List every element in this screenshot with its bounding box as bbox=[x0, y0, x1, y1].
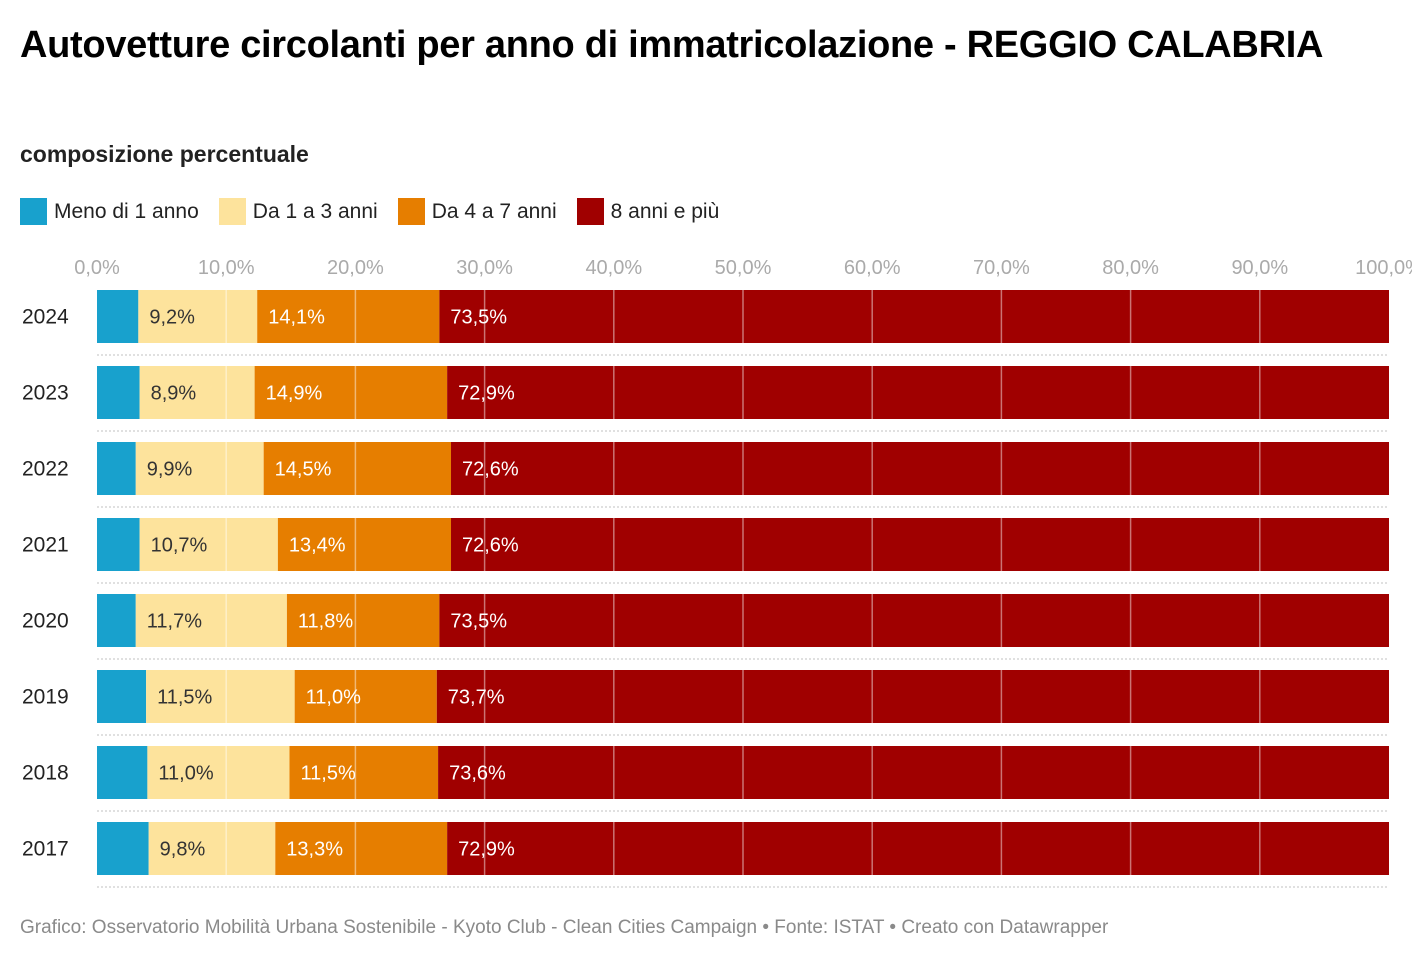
value-label: 11,0% bbox=[306, 687, 361, 709]
value-label: 14,9% bbox=[266, 383, 323, 405]
bar-segment bbox=[439, 290, 1389, 343]
bar-segment bbox=[447, 822, 1390, 875]
chart-title: Autovetture circolanti per anno di immat… bbox=[20, 24, 1324, 66]
category-label: 2020 bbox=[22, 610, 69, 633]
bar-segment bbox=[451, 518, 1389, 571]
value-label: 73,5% bbox=[450, 307, 507, 329]
category-label: 2023 bbox=[22, 382, 69, 405]
legend-label: Meno di 1 anno bbox=[54, 199, 199, 223]
bar-segment bbox=[97, 594, 136, 647]
value-label: 11,5% bbox=[157, 687, 212, 709]
category-label: 2019 bbox=[22, 686, 69, 709]
bar-segment bbox=[135, 442, 264, 495]
bar-segment bbox=[97, 366, 140, 419]
x-tick-label: 70,0% bbox=[973, 257, 1030, 279]
bar-segment bbox=[447, 366, 1390, 419]
bar-segment bbox=[97, 442, 136, 495]
bar-segment bbox=[97, 518, 140, 571]
bar-segment bbox=[438, 746, 1389, 799]
value-label: 73,5% bbox=[450, 611, 507, 633]
bar-segment bbox=[439, 594, 1389, 647]
value-label: 11,7% bbox=[147, 611, 202, 633]
bar-segment bbox=[263, 442, 452, 495]
value-label: 9,2% bbox=[149, 307, 195, 329]
bar-segment bbox=[147, 746, 290, 799]
legend-item-da-4-a-7-anni: Da 4 a 7 anni bbox=[397, 198, 557, 225]
x-tick-label: 0,0% bbox=[74, 257, 120, 279]
bar-segment bbox=[148, 822, 276, 875]
bar-segment bbox=[289, 746, 439, 799]
bar-segment bbox=[451, 442, 1389, 495]
value-label: 8,9% bbox=[151, 383, 197, 405]
legend-label: Da 4 a 7 anni bbox=[431, 199, 557, 223]
value-label: 11,8% bbox=[298, 611, 353, 633]
x-tick-label: 60,0% bbox=[844, 257, 901, 279]
category-label: 2018 bbox=[22, 762, 69, 785]
category-label: 2024 bbox=[22, 306, 69, 329]
bar-segment bbox=[286, 594, 440, 647]
bar-segment bbox=[146, 670, 295, 723]
chart-footer: Grafico: Osservatorio Mobilità Urbana So… bbox=[20, 917, 1109, 938]
bar-segment bbox=[97, 746, 148, 799]
bar-segment bbox=[138, 290, 258, 343]
chart-subtitle: composizione percentuale bbox=[20, 141, 309, 167]
x-tick-label: 10,0% bbox=[198, 257, 255, 279]
value-label: 72,9% bbox=[458, 839, 515, 861]
category-label: 2021 bbox=[22, 534, 69, 557]
legend-swatch bbox=[397, 198, 425, 225]
value-label: 73,7% bbox=[448, 687, 505, 709]
bar-segment bbox=[436, 670, 1389, 723]
stacked-bar-chart: 0,0% 10,0% 20,0% 30,0% 40,0% 50,0% 60,0% 70,0% 8… bbox=[22, 257, 1412, 888]
bar-segment bbox=[139, 366, 255, 419]
legend-item-meno-di-1-anno: Meno di 1 anno bbox=[20, 198, 199, 225]
value-label: 73,6% bbox=[449, 763, 506, 785]
legend-item-da-1-a-3-anni: Da 1 a 3 anni bbox=[218, 198, 378, 225]
value-label: 72,6% bbox=[462, 459, 519, 481]
category-label: 2017 bbox=[22, 838, 69, 861]
value-label: 10,7% bbox=[151, 535, 208, 557]
value-label: 13,3% bbox=[286, 839, 343, 861]
bar-segment bbox=[139, 518, 278, 571]
value-label: 11,5% bbox=[301, 763, 356, 785]
legend: Meno di 1 anno Da 1 a 3 anni Da 4 a 7 an… bbox=[20, 198, 739, 225]
bar-segment bbox=[254, 366, 448, 419]
x-tick-label: 20,0% bbox=[327, 257, 384, 279]
legend-label: 8 anni e più bbox=[610, 199, 720, 223]
x-tick-label: 90,0% bbox=[1231, 257, 1288, 279]
value-label: 14,5% bbox=[275, 459, 332, 481]
bar-segment bbox=[97, 290, 139, 343]
legend-swatch bbox=[20, 198, 47, 225]
category-label: 2022 bbox=[22, 458, 69, 481]
x-tick-label: 80,0% bbox=[1102, 257, 1159, 279]
value-label: 13,4% bbox=[289, 535, 346, 557]
value-label: 14,1% bbox=[268, 307, 325, 329]
value-label: 72,9% bbox=[458, 383, 515, 405]
value-label: 9,9% bbox=[147, 459, 193, 481]
bar-segment bbox=[135, 594, 287, 647]
value-label: 11,0% bbox=[158, 763, 213, 785]
x-tick-label: 30,0% bbox=[456, 257, 513, 279]
value-label: 72,6% bbox=[462, 535, 519, 557]
bar-segment bbox=[275, 822, 448, 875]
x-tick-label: 100,0% bbox=[1355, 257, 1412, 279]
legend-label: Da 1 a 3 anni bbox=[252, 199, 378, 223]
legend-swatch bbox=[218, 198, 246, 225]
x-tick-label: 40,0% bbox=[585, 257, 642, 279]
legend-item-8-anni-e-piu: 8 anni e più bbox=[576, 198, 720, 225]
bar-segment bbox=[294, 670, 437, 723]
bar-segment bbox=[257, 290, 440, 343]
x-tick-label: 50,0% bbox=[715, 257, 772, 279]
value-label: 9,8% bbox=[160, 839, 206, 861]
bar-segment bbox=[97, 822, 149, 875]
legend-swatch bbox=[576, 198, 604, 225]
bar-segment bbox=[277, 518, 452, 571]
bar-segment bbox=[97, 670, 147, 723]
